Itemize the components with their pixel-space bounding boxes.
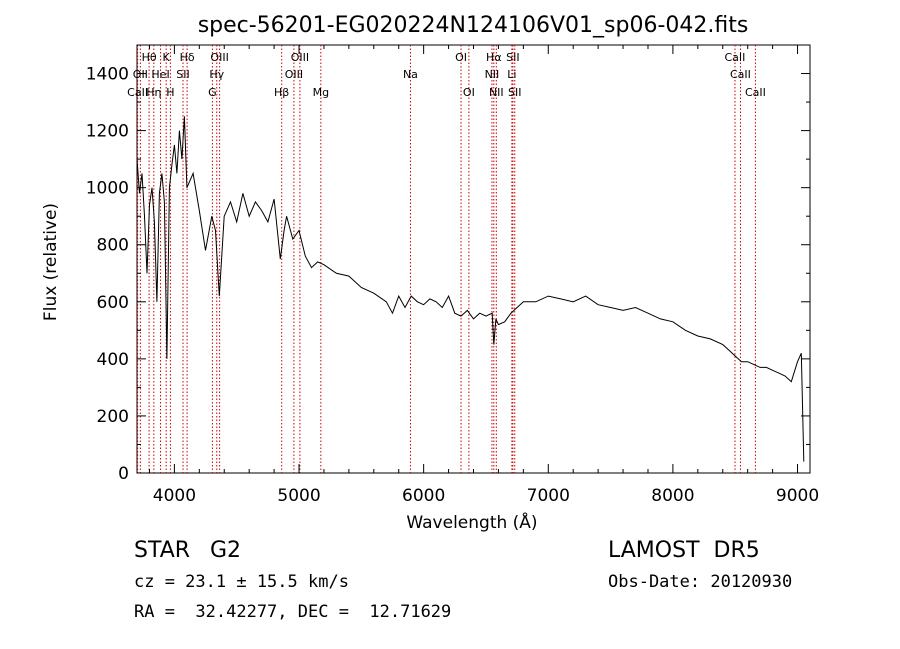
spectral-line-label: G — [208, 86, 217, 99]
spectral-line-label: SII — [506, 51, 519, 64]
spectral-line-label: CaII — [745, 86, 766, 99]
spectral-line-label: SII — [176, 68, 189, 81]
spectrum-series-line — [136, 116, 805, 462]
object-subclass: G2 — [210, 538, 242, 563]
chart-title: spec-56201-EG020224N124106V01_sp06-042.f… — [198, 13, 749, 38]
object-class: STAR — [134, 538, 191, 563]
spectral-line-label: Li — [507, 68, 516, 81]
y-tick-label: 0 — [118, 464, 129, 484]
spectral-line-label: Hβ — [274, 86, 289, 99]
x-axis: 4000 5000 6000 7000 8000 9000 — [148, 45, 819, 506]
spectral-line-label: HeI — [151, 68, 169, 81]
x-tick-label: 5000 — [277, 486, 320, 506]
x-tick-label: 9000 — [776, 486, 819, 506]
spectral-line-label: NII — [489, 86, 504, 99]
spectral-line-labels: CaIIHθHηHeIKHSIIHδOIIGHγOIIIHβOIIIOIIIMg… — [127, 51, 766, 99]
x-axis-label: Wavelength (Å) — [406, 511, 537, 533]
y-tick-label: 800 — [97, 236, 129, 256]
spectral-line-label: NII — [485, 68, 500, 81]
x-tick-label: 8000 — [651, 486, 694, 506]
spectral-line-label: Hη — [146, 86, 161, 99]
spectral-line-label: OII — [133, 68, 148, 81]
observation-date: Obs-Date: 20120930 — [608, 572, 793, 592]
y-tick-label: 1400 — [86, 65, 129, 85]
spectral-line-label: OIII — [210, 51, 228, 64]
y-tick-label: 1200 — [86, 122, 129, 142]
y-axis: 0 200 400 600 800 1000 1200 1400 — [86, 44, 810, 484]
spectral-line-label: Hα — [486, 51, 502, 64]
spectral-line-label: Hθ — [142, 51, 157, 64]
y-tick-label: 1000 — [86, 179, 129, 199]
y-axis-label: Flux (relative) — [41, 203, 61, 321]
y-tick-label: 400 — [97, 350, 129, 370]
spectral-line-label: H — [166, 86, 174, 99]
y-tick-label: 200 — [97, 407, 129, 427]
x-tick-label: 4000 — [153, 486, 196, 506]
spectral-line-label: CaII — [730, 68, 751, 81]
survey-name: LAMOST DR5 — [608, 538, 760, 563]
spectral-line-label: Na — [403, 68, 418, 81]
spectral-line-label: SII — [508, 86, 521, 99]
spectral-line-label: CaII — [127, 86, 148, 99]
redshift-velocity: cz = 23.1 ± 15.5 km/s — [134, 572, 349, 592]
x-tick-label: 7000 — [527, 486, 570, 506]
spectral-line-label: OIII — [285, 68, 303, 81]
spectral-line-label: OIII — [291, 51, 309, 64]
ra-dec-coordinates: RA = 32.42277, DEC = 12.71629 — [134, 602, 452, 622]
y-tick-label: 600 — [97, 293, 129, 313]
plot-frame — [136, 44, 811, 474]
spectral-line-label: Hδ — [180, 51, 195, 64]
spectral-line-label: Mg — [313, 86, 329, 99]
x-tick-label: 6000 — [402, 486, 445, 506]
spectral-line-label: CaII — [725, 51, 746, 64]
spectral-line-label: OI — [455, 51, 467, 64]
spectral-line-label: OI — [463, 86, 475, 99]
spectral-line-label: Hγ — [209, 68, 224, 81]
spectral-line-label: K — [163, 51, 171, 64]
spectral-line-markers — [137, 45, 756, 473]
